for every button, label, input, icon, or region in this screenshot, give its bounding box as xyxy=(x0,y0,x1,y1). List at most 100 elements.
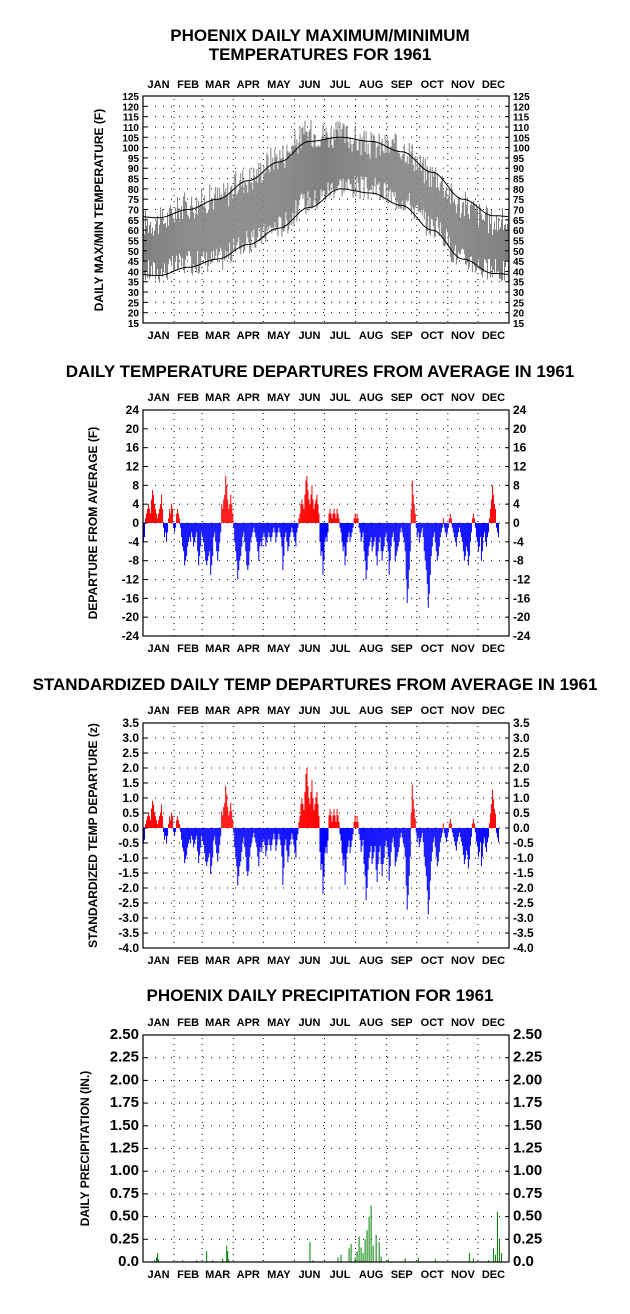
departure-bar xyxy=(451,828,453,833)
departure-bar xyxy=(343,828,345,860)
precip-bar xyxy=(337,1257,339,1262)
month-label-3-MAR: MAR xyxy=(205,705,230,717)
ytick-right-3-7: 0.0 xyxy=(513,821,530,835)
daily-range-bar xyxy=(305,131,307,215)
ytick-left-3-1: 3.0 xyxy=(122,731,139,745)
daily-range-bar xyxy=(352,143,354,198)
departure-bar xyxy=(473,823,475,828)
departure-bar xyxy=(405,828,407,886)
month-label-3-AUG: AUG xyxy=(359,705,383,717)
departure-bar xyxy=(423,828,425,857)
ytick-left-2-12: -24 xyxy=(122,629,140,643)
departure-bar xyxy=(485,828,487,852)
departure-bar xyxy=(438,828,440,852)
daily-range-bar xyxy=(350,144,352,184)
precip-bar xyxy=(356,1251,358,1262)
departure-bar xyxy=(192,523,194,538)
departure-bar xyxy=(328,513,330,523)
departure-bar xyxy=(384,523,386,538)
departure-bar xyxy=(195,523,197,538)
daily-range-bar xyxy=(349,136,351,185)
ytick-left-4-5: 1.25 xyxy=(110,1140,139,1157)
departure-bar xyxy=(383,828,385,858)
daily-range-bar xyxy=(289,151,291,225)
departure-bar xyxy=(252,828,254,838)
daily-range-bar xyxy=(301,127,303,194)
daily-range-bar xyxy=(235,171,237,253)
daily-range-bar xyxy=(451,189,453,263)
daily-range-bar xyxy=(186,202,188,256)
departure-bar xyxy=(238,523,240,571)
month-label-4-FEB: FEB xyxy=(177,1017,199,1029)
ytick-right-4-2: 2.00 xyxy=(513,1071,542,1088)
ytick-right-4-4: 1.50 xyxy=(513,1117,542,1134)
departure-bar xyxy=(163,828,165,832)
daily-range-bar xyxy=(322,124,324,192)
month-label-4-JUN: JUN xyxy=(298,1017,320,1029)
departure-bar xyxy=(175,828,177,832)
departure-bar xyxy=(441,523,443,528)
daily-range-bar xyxy=(205,208,207,266)
departure-bar xyxy=(414,818,416,828)
departure-bar xyxy=(144,523,146,538)
ytick-left-1-10: 65 xyxy=(128,216,140,227)
departure-bar xyxy=(481,828,483,857)
daily-range-bar xyxy=(161,217,163,269)
departure-bar xyxy=(387,828,389,857)
departure-bar xyxy=(445,523,447,538)
departure-bar xyxy=(330,815,332,828)
departure-bar xyxy=(361,523,363,538)
departure-bar xyxy=(179,518,181,523)
daily-range-bar xyxy=(474,210,476,273)
daily-range-bar xyxy=(378,133,380,183)
month-label-1b-AUG: AUG xyxy=(359,330,383,342)
departure-bar xyxy=(293,523,295,538)
departure-bar xyxy=(396,828,398,857)
departure-bar xyxy=(429,828,431,881)
daily-range-bar xyxy=(346,127,348,189)
departure-bar xyxy=(166,828,168,844)
daily-range-bar xyxy=(445,186,447,230)
departure-bar xyxy=(297,828,299,834)
daily-range-bar xyxy=(193,212,195,265)
departure-bar xyxy=(211,828,213,866)
daily-range-bar xyxy=(211,198,213,251)
ytick-left-1-7: 50 xyxy=(128,247,140,258)
ytick-right-1-16: 95 xyxy=(513,154,525,165)
departure-bar xyxy=(460,828,462,842)
daily-range-bar xyxy=(212,198,214,263)
daily-range-bar xyxy=(279,149,281,217)
daily-range-bar xyxy=(452,202,454,263)
daily-range-bar xyxy=(369,158,371,191)
month-label-4b-APR: APR xyxy=(237,1269,260,1281)
departure-bar xyxy=(380,828,382,864)
precip-bar xyxy=(404,1258,406,1262)
daily-range-bar xyxy=(478,203,480,270)
month-label-3b-MAY: MAY xyxy=(267,955,291,967)
month-label-3b-DEC: DEC xyxy=(482,955,505,967)
month-label-2-NOV: NOV xyxy=(451,392,476,404)
month-label-1b-FEB: FEB xyxy=(177,330,199,342)
departure-bar xyxy=(239,523,241,561)
departure-bar xyxy=(442,823,444,828)
precip-bar xyxy=(487,1260,489,1262)
precip-bar xyxy=(156,1257,158,1262)
departure-bar xyxy=(468,523,470,556)
departure-bar xyxy=(399,828,401,838)
departure-bar xyxy=(448,518,450,523)
departure-bar xyxy=(294,828,296,852)
departure-bar xyxy=(222,508,224,523)
departure-bar xyxy=(487,523,489,533)
departure-bar xyxy=(494,813,496,828)
departure-bar xyxy=(418,828,420,848)
departure-bar xyxy=(235,828,237,857)
departure-bar xyxy=(492,799,494,828)
departure-bar xyxy=(437,828,439,862)
daily-range-bar xyxy=(315,146,317,205)
month-label-4b-MAR: MAR xyxy=(205,1269,230,1281)
daily-range-bar xyxy=(480,214,482,275)
departure-bar xyxy=(189,828,191,840)
month-label-3b-OCT: OCT xyxy=(421,955,445,967)
ytick-right-4-8: 0.50 xyxy=(513,1208,542,1225)
daily-range-bar xyxy=(267,155,269,227)
